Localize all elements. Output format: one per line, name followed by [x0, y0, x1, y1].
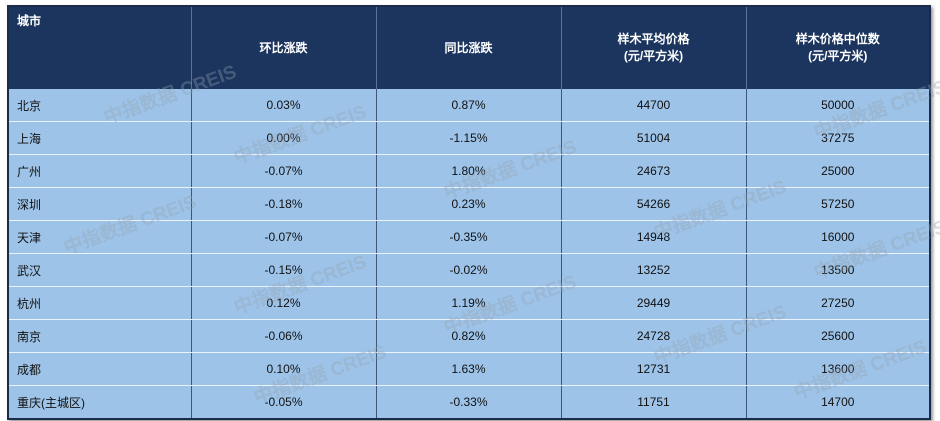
table-row: 深圳 -0.18% 0.23% 54266 57250	[8, 187, 931, 221]
header-cell: 样木平均价格 (元/平方米)	[561, 6, 747, 89]
table-row: 广州 -0.07% 1.80% 24673 25000	[8, 154, 931, 188]
table-cell: 上海	[8, 121, 192, 155]
header-text: (元/平方米)	[808, 49, 868, 63]
table-cell: 1.19%	[376, 286, 562, 320]
table-cell: 44700	[561, 89, 747, 122]
header-row: 城市环比涨跌 同比涨跌 样木平均价格 (元/平方米) 样木价格中位数 (元/平方米)	[8, 6, 931, 89]
table-cell: -0.35%	[376, 220, 562, 254]
table-cell: -0.02%	[376, 253, 562, 287]
table-cell: 16000	[746, 220, 931, 254]
table-cell: -0.15%	[191, 253, 377, 287]
header-text: (元/平方米)	[623, 49, 684, 63]
table-cell: 1.63%	[376, 352, 562, 386]
table-cell: 成都	[8, 352, 192, 386]
table-row: 北京 0.03% 0.87% 44700 50000	[8, 89, 931, 122]
table-cell: 51004	[561, 121, 747, 155]
table-cell: 广州	[8, 154, 192, 188]
header-text: 样木平均价格	[617, 32, 690, 46]
table-cell: 0.10%	[191, 352, 377, 386]
table-cell: 武汉	[8, 253, 192, 287]
table-cell: 重庆(主城区)	[8, 385, 192, 420]
table-cell: 0.12%	[191, 286, 377, 320]
table-cell: 深圳	[8, 187, 192, 221]
table-cell: -0.05%	[191, 385, 377, 420]
table-row: 上海 0.00% -1.15% 51004 37275	[8, 121, 931, 155]
table-cell: 天津	[8, 220, 192, 254]
table-cell: 57250	[746, 187, 931, 221]
table-cell: 54266	[561, 187, 747, 221]
table-cell: 0.03%	[191, 89, 377, 122]
table-cell: -0.18%	[191, 187, 377, 221]
table-row: 成都 0.10% 1.63% 12731 13600	[8, 352, 931, 386]
table-cell: -1.15%	[376, 121, 562, 155]
table-cell: 北京	[8, 89, 192, 122]
header-cell: 环比涨跌	[191, 6, 377, 89]
table-cell: 27250	[746, 286, 931, 320]
header-cell: 城市	[8, 6, 192, 89]
table-cell: 13600	[746, 352, 931, 386]
table-cell: 0.00%	[191, 121, 377, 155]
table-row: 南京 -0.06% 0.82% 24728 25600	[8, 319, 931, 353]
table-cell: 12731	[561, 352, 747, 386]
table-cell: 24673	[561, 154, 747, 188]
table-cell: -0.33%	[376, 385, 562, 420]
table-row: 重庆(主城区) -0.05% -0.33% 11751 14700	[8, 385, 931, 420]
header-text: 环比涨跌	[259, 40, 308, 55]
table-cell: -0.07%	[191, 154, 377, 188]
table-cell: 1.80%	[376, 154, 562, 188]
table-cell: 南京	[8, 319, 192, 353]
table-cell: 0.23%	[376, 187, 562, 221]
table-cell: 14948	[561, 220, 747, 254]
table-cell: 25000	[746, 154, 931, 188]
table-cell: -0.06%	[191, 319, 377, 353]
table-cell: -0.07%	[191, 220, 377, 254]
table-row: 武汉 -0.15% -0.02% 13252 13500	[8, 253, 931, 287]
table-cell: 0.87%	[376, 89, 562, 122]
header-text: 城市	[17, 14, 42, 28]
header-text: 同比涨跌	[444, 40, 493, 55]
header-cell: 同比涨跌	[376, 6, 562, 89]
table-cell: 0.82%	[376, 319, 562, 353]
table-cell: 25600	[746, 319, 931, 353]
table-cell: 37275	[746, 121, 931, 155]
table-cell: 杭州	[8, 286, 192, 320]
table-cell: 29449	[561, 286, 747, 320]
table-cell: 50000	[746, 89, 931, 122]
table-cell: 13500	[746, 253, 931, 287]
table-cell: 24728	[561, 319, 747, 353]
table-body: 北京 0.03% 0.87% 44700 50000 上海 0.00% -1.15% 51004…	[8, 89, 931, 420]
table-row: 杭州 0.12% 1.19% 29449 27250	[8, 286, 931, 320]
table-cell: 11751	[561, 385, 747, 420]
table-cell: 13252	[561, 253, 747, 287]
table-row: 天津 -0.07% -0.35% 14948 16000	[8, 220, 931, 254]
header-cell: 样木价格中位数 (元/平方米)	[746, 6, 931, 89]
price-table: 城市环比涨跌 同比涨跌 样木平均价格 (元/平方米) 样木价格中位数 (元/平方米) 北京…	[7, 5, 931, 420]
header-text: 样木价格中位数	[795, 32, 880, 46]
table-cell: 14700	[746, 385, 931, 420]
